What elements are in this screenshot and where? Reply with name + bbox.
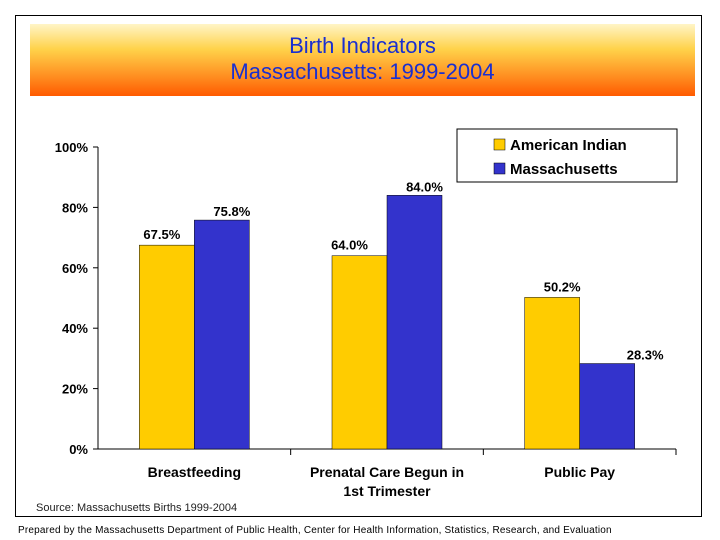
y-tick-label: 0% bbox=[69, 442, 88, 457]
data-label: 84.0% bbox=[406, 179, 443, 194]
chart-labels: 67.5% 75.8% Breastfeeding 64.0% 84.0% Prenata… bbox=[143, 179, 664, 499]
legend-swatch bbox=[493, 162, 506, 175]
legend-box bbox=[456, 128, 678, 183]
legend-label: Massachusetts bbox=[510, 161, 618, 178]
x-category-label: Prenatal Care Begun in bbox=[310, 464, 464, 480]
chart-axes: 0% 20% 40% 60% 80% 100% bbox=[55, 140, 677, 457]
y-tick-label: 80% bbox=[62, 200, 88, 215]
chart-title-line2: Massachusetts: 1999-2004 bbox=[230, 59, 495, 84]
bar bbox=[386, 195, 443, 450]
legend-swatch bbox=[493, 138, 506, 151]
data-label: 28.3% bbox=[627, 348, 664, 363]
legend-label: American Indian bbox=[510, 137, 627, 154]
chart-bars bbox=[139, 195, 635, 450]
y-tick-label: 100% bbox=[55, 140, 89, 155]
y-tick-label: 40% bbox=[62, 321, 88, 336]
x-category-label: 1st Trimester bbox=[343, 483, 431, 499]
data-label: 50.2% bbox=[544, 279, 581, 294]
source-note: Source: Massachusetts Births 1999-2004 bbox=[36, 502, 238, 514]
chart-title-line1: Birth Indicators bbox=[289, 33, 436, 58]
footer-note: Prepared by the Massachusetts Department… bbox=[18, 525, 612, 536]
bar bbox=[579, 363, 635, 450]
data-label: 64.0% bbox=[331, 238, 368, 253]
title-banner: Birth Indicators Massachusetts: 1999-200… bbox=[30, 24, 695, 96]
data-label: 67.5% bbox=[143, 227, 180, 242]
bar bbox=[194, 219, 250, 450]
y-tick-label: 20% bbox=[62, 382, 88, 397]
data-label: 75.8% bbox=[213, 204, 250, 219]
slide-frame bbox=[15, 15, 702, 517]
bar bbox=[139, 244, 195, 450]
bar bbox=[331, 255, 388, 450]
bar bbox=[524, 297, 580, 450]
chart-legend: American Indian Massachusetts bbox=[456, 128, 678, 183]
x-category-label: Public Pay bbox=[544, 464, 615, 480]
x-category-label: Breastfeeding bbox=[148, 464, 241, 480]
y-tick-label: 60% bbox=[62, 261, 88, 276]
